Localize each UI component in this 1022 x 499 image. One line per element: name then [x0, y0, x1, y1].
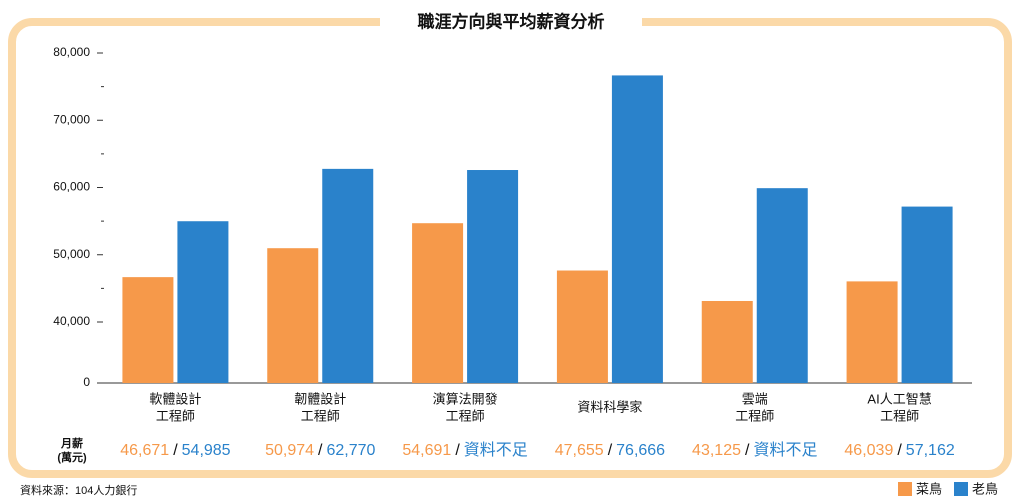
value-row-label: 月薪: [60, 436, 83, 450]
value-row-label: (萬元): [57, 450, 87, 464]
value-label: 50,974: [265, 442, 314, 459]
x-tick-label: 工程師: [301, 408, 340, 423]
separator: /: [745, 442, 750, 459]
x-tick-label: 雲端: [742, 391, 768, 406]
value-label: 62,770: [326, 442, 375, 459]
value-label: 43,125: [692, 442, 741, 459]
value-labels: 46,039/57,162: [844, 442, 954, 459]
separator: /: [173, 442, 178, 459]
bar: [267, 248, 319, 383]
x-tick-label: 工程師: [446, 408, 485, 423]
value-labels: 43,125/資料不足: [692, 441, 817, 459]
bar: [412, 223, 464, 383]
value-label: 資料不足: [753, 441, 817, 459]
legend-label: 菜鳥: [916, 481, 942, 496]
y-tick-label: 40,000: [53, 314, 90, 328]
legend-swatch: [954, 482, 968, 496]
y-tick-label: 0: [83, 375, 90, 389]
value-labels: 47,655/76,666: [555, 442, 665, 459]
y-tick-label: 70,000: [53, 112, 90, 126]
x-tick-label: 資料科學家: [577, 399, 642, 414]
legend-label: 老鳥: [972, 481, 998, 496]
value-label: 47,655: [555, 442, 604, 459]
x-tick-label: AI人工智慧: [867, 391, 931, 406]
bar: [177, 221, 229, 383]
value-labels: 50,974/62,770: [265, 442, 375, 459]
title-bg: [380, 8, 642, 38]
bar: [556, 270, 608, 383]
source: 資料來源：104人力銀行: [20, 483, 137, 497]
bar: [467, 170, 519, 383]
bar: [756, 188, 808, 383]
legend-swatch: [898, 482, 912, 496]
separator: /: [318, 442, 323, 459]
value-label: 46,671: [120, 442, 169, 459]
value-label: 54,985: [182, 442, 231, 459]
bar: [901, 206, 953, 383]
bar: [611, 75, 663, 384]
bar: [701, 300, 753, 383]
bar: [322, 168, 374, 383]
x-tick-label: 工程師: [880, 408, 919, 423]
value-label: 資料不足: [464, 441, 528, 459]
x-tick-label: 工程師: [156, 408, 195, 423]
bar: [846, 281, 898, 383]
bar: [122, 277, 174, 383]
y-tick-label: 80,000: [53, 45, 90, 59]
chart-title: 職涯方向與平均薪資分析: [418, 11, 605, 31]
value-label: 57,162: [906, 442, 955, 459]
x-tick-label: 工程師: [735, 408, 774, 423]
x-tick-label: 軟體設計: [149, 391, 201, 406]
separator: /: [897, 442, 902, 459]
y-tick-label: 60,000: [53, 180, 90, 194]
value-label: 46,039: [844, 442, 893, 459]
x-tick-label: 韌體設計: [294, 391, 346, 406]
value-label: 76,666: [616, 442, 665, 459]
value-labels: 46,671/54,985: [120, 442, 230, 459]
value-labels: 54,691/資料不足: [402, 441, 527, 459]
y-tick-label: 50,000: [53, 247, 90, 261]
separator: /: [455, 442, 460, 459]
value-label: 54,691: [402, 442, 451, 459]
separator: /: [608, 442, 613, 459]
x-tick-label: 演算法開發: [433, 391, 498, 406]
